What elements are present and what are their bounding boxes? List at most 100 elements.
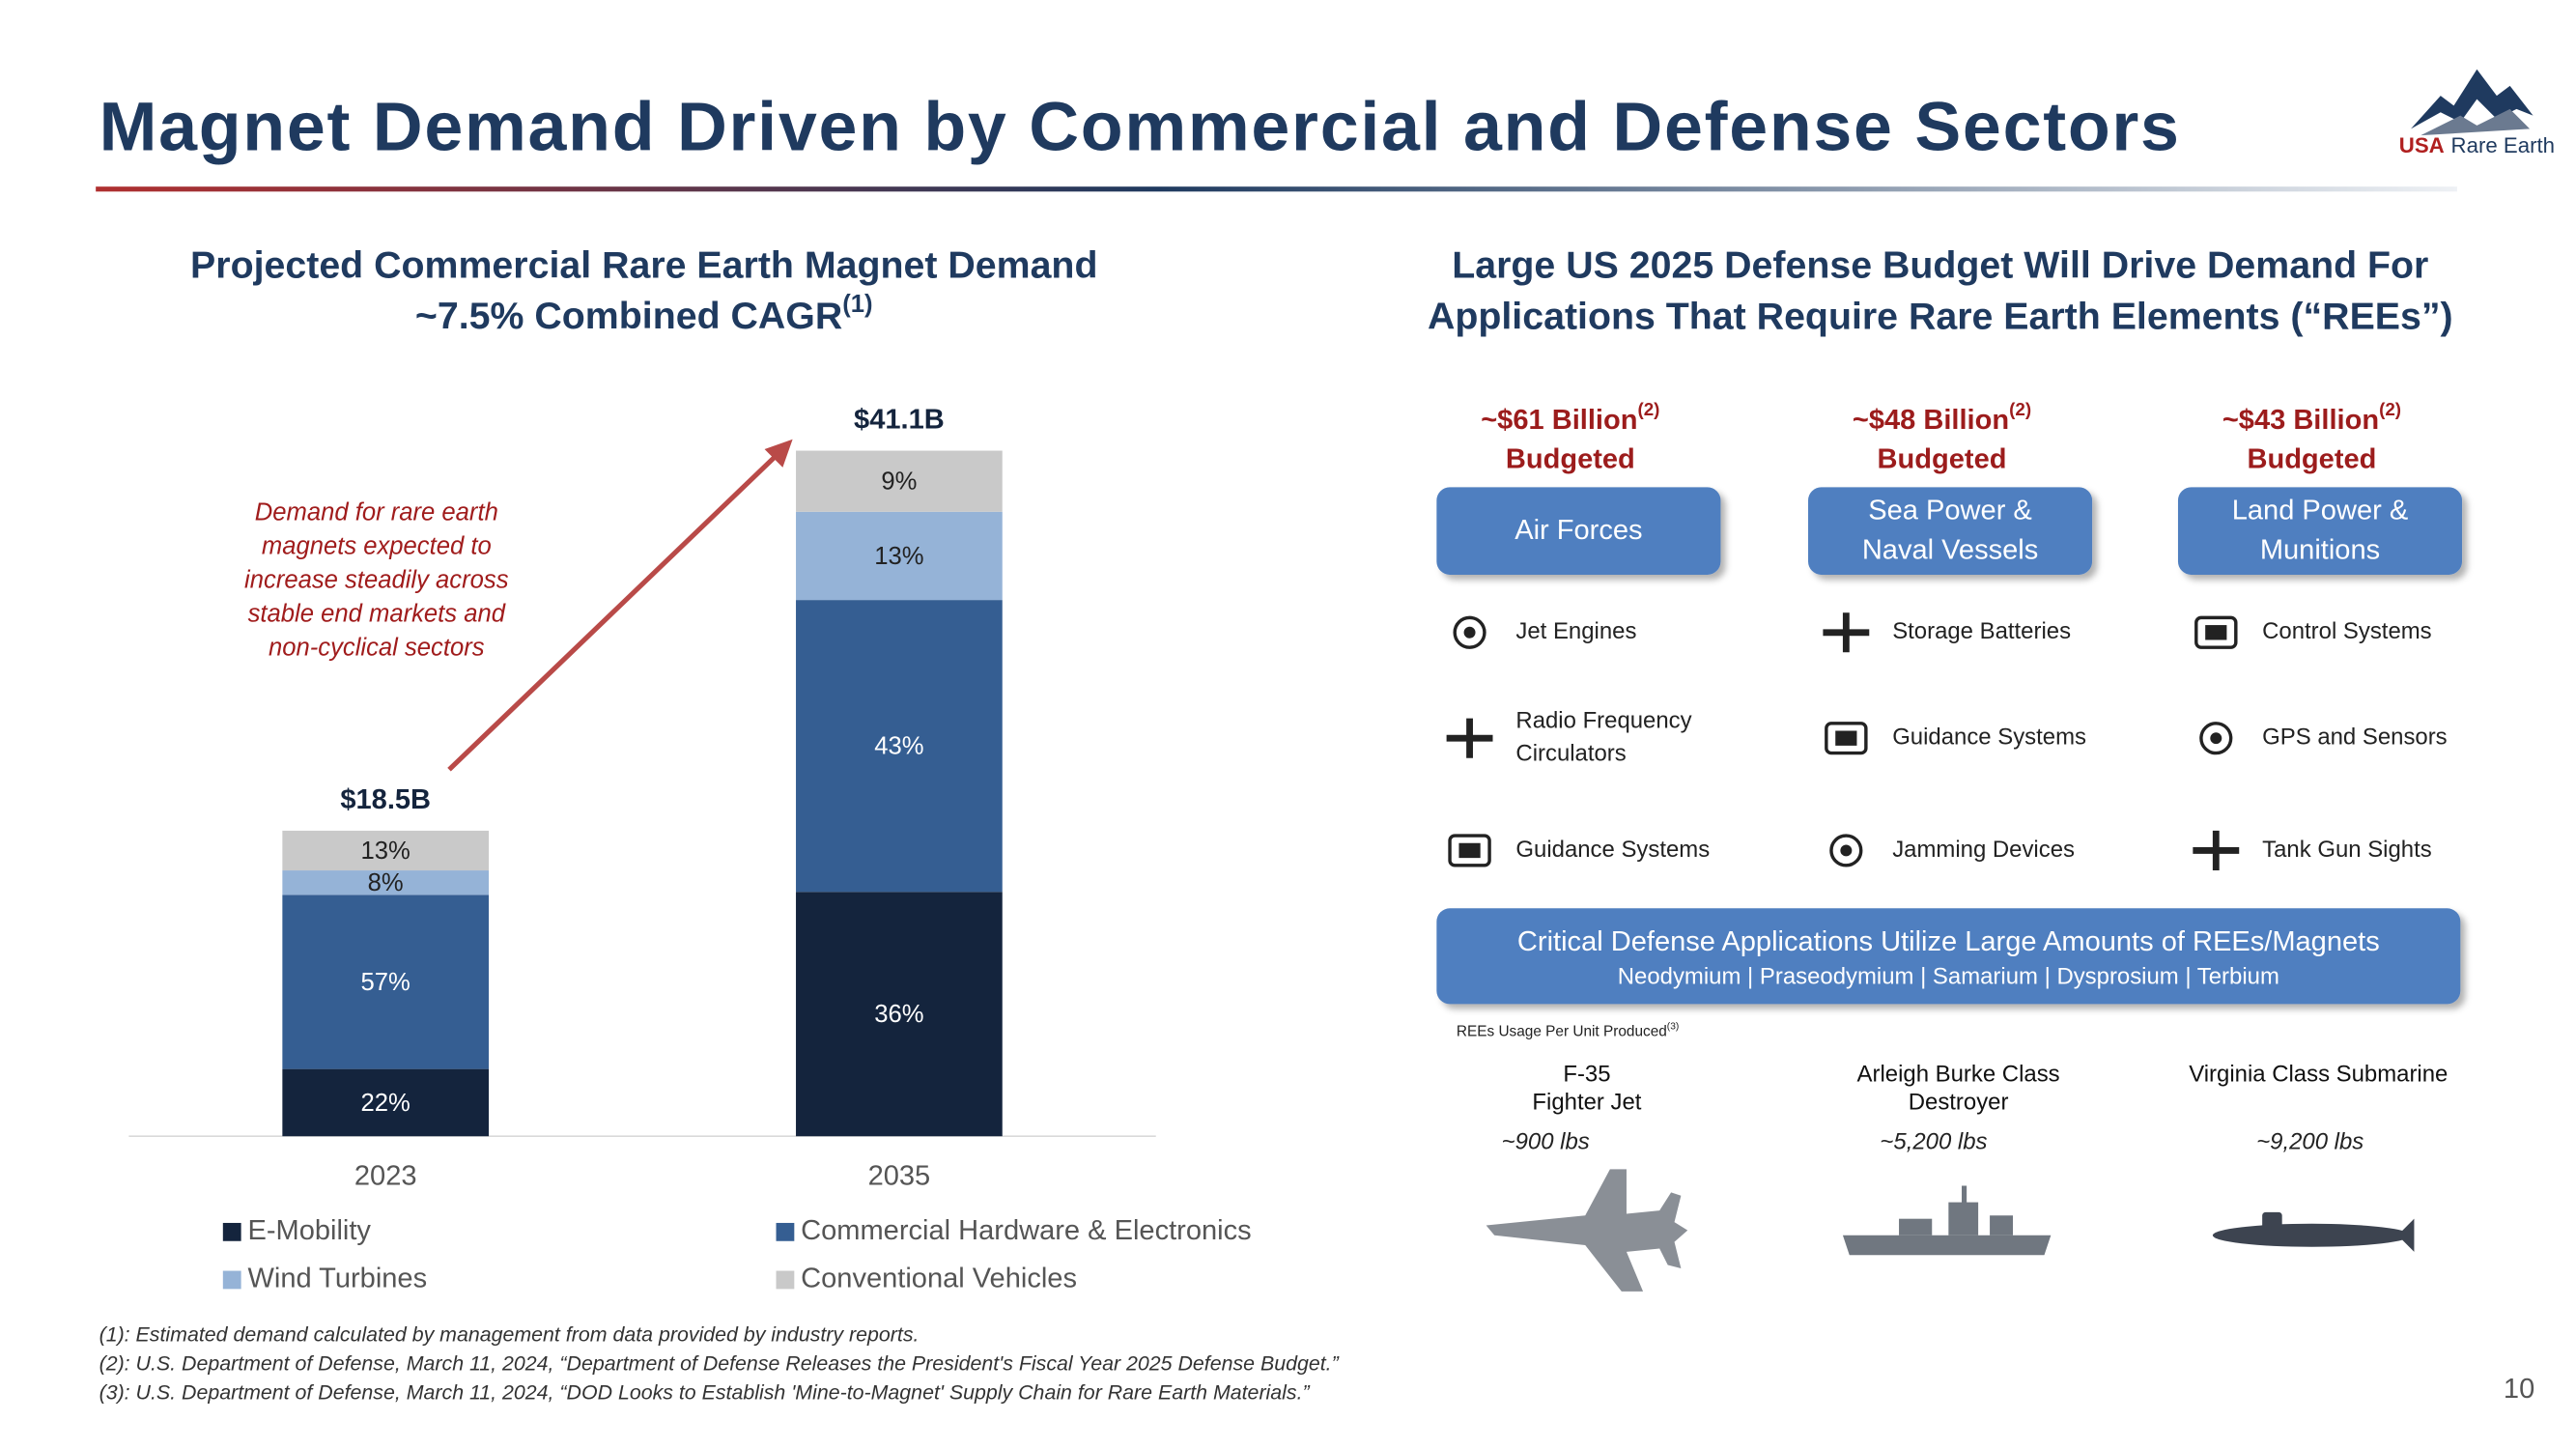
chart-subtitle-main: ~7.5% Combined CAGR	[415, 295, 842, 337]
logo-mark	[2411, 69, 2534, 136]
icon-part	[2193, 830, 2240, 870]
budget-sup: (2)	[2379, 399, 2401, 419]
budget-sub: Budgeted	[1878, 444, 2007, 475]
application-item: Jamming Devices	[1892, 837, 2075, 863]
bar-segment	[796, 600, 1003, 893]
sector-label: Air Forces	[1514, 515, 1642, 546]
bar-segment	[282, 895, 490, 1069]
icon-part	[1835, 730, 1857, 746]
bar-segment	[282, 870, 490, 895]
icon-part	[1446, 718, 1493, 758]
budget-sub: Budgeted	[1506, 444, 1635, 475]
budget: ~$48 Billion(2)	[1853, 399, 2031, 435]
item-icon	[1829, 834, 1863, 867]
segment-label: 13%	[874, 543, 923, 570]
sector-label: Munitions	[2260, 535, 2380, 566]
defense-title: Applications That Require Rare Earth Ele…	[1428, 295, 2453, 337]
sector-box	[1436, 487, 1721, 575]
item-icon	[2194, 615, 2238, 649]
icon-part	[1463, 626, 1476, 639]
usage-label-main: REEs Usage Per Unit Produced	[1457, 1024, 1667, 1040]
usage-label-sup: (3)	[1667, 1022, 1680, 1033]
application-item: Circulators	[1515, 741, 1626, 767]
item-icon	[1448, 834, 1491, 867]
sector-box	[1808, 487, 2093, 575]
bar-segment	[796, 511, 1003, 601]
sector-label: Sea Power &	[1868, 496, 2032, 526]
application-item: Control Systems	[2262, 618, 2432, 644]
chart-annotation: stable end markets and	[248, 601, 506, 628]
footnote: (1): Estimated demand calculated by mana…	[99, 1323, 920, 1347]
logo-rare-earth: Rare Earth	[2451, 133, 2555, 157]
usage-label: REEs Usage Per Unit Produced(3)	[1457, 1022, 1679, 1040]
platform-name: Arleigh Burke Class	[1857, 1061, 2060, 1087]
icon-part	[1448, 834, 1491, 867]
legend-swatch	[776, 1222, 795, 1241]
bar-segment	[282, 1068, 490, 1137]
item-icon	[2199, 722, 2233, 755]
critical-sub: Neodymium | Praseodymium | Samarium | Dy…	[1618, 963, 2279, 989]
logo-text: USA Rare Earth	[2399, 133, 2555, 157]
segment-label: 9%	[881, 469, 917, 496]
icon-part	[1840, 844, 1853, 857]
icon-part	[2199, 722, 2233, 755]
icon-part	[2205, 625, 2227, 640]
segment-label: 22%	[361, 1090, 410, 1117]
item-icon	[2193, 830, 2240, 870]
application-item: Jet Engines	[1515, 618, 1636, 644]
chart-annotation: non-cyclical sectors	[269, 635, 485, 662]
platform-amount: ~9,200 lbs	[2256, 1128, 2364, 1154]
legend-label: Wind Turbines	[247, 1264, 427, 1294]
legend-swatch	[222, 1270, 241, 1290]
platform-name: Destroyer	[1909, 1089, 2009, 1115]
footnote: (3): U.S. Department of Defense, March 1…	[99, 1381, 1311, 1405]
icon-part	[1458, 842, 1481, 859]
item-icon	[1823, 612, 1870, 653]
budget: ~$61 Billion(2)	[1481, 399, 1659, 435]
platform-amount: ~900 lbs	[1502, 1128, 1590, 1154]
critical-box	[1436, 908, 2461, 1005]
platform-name: F-35	[1563, 1061, 1610, 1087]
segment-label: 43%	[874, 733, 923, 760]
legend-label: E-Mobility	[247, 1215, 371, 1246]
submarine-image	[2212, 1211, 2415, 1252]
bar-segment	[282, 830, 490, 871]
budget-main: ~$61 Billion	[1481, 405, 1637, 436]
chart-subtitle: ~7.5% Combined CAGR(1)	[415, 291, 873, 338]
chart-annotation: Demand for rare earth	[255, 498, 498, 526]
budget-main: ~$43 Billion	[2222, 405, 2379, 436]
chart-annotation: magnets expected to	[262, 532, 492, 559]
application-item: Storage Batteries	[1892, 618, 2071, 644]
icon-part	[1823, 612, 1870, 653]
legend-swatch	[776, 1270, 795, 1290]
segment-label: 13%	[361, 838, 410, 865]
icon-part	[1825, 722, 1868, 755]
bar-segment	[796, 892, 1003, 1137]
application-item: Tank Gun Sights	[2262, 837, 2432, 863]
platform-name: Fighter Jet	[1532, 1089, 1641, 1115]
sector-label: Land Power &	[2232, 496, 2408, 526]
icon-part	[2210, 732, 2222, 745]
budget: ~$43 Billion(2)	[2222, 399, 2401, 435]
bar-segment	[796, 450, 1003, 512]
item-icon	[1453, 615, 1486, 649]
critical-title: Critical Defense Applications Utilize La…	[1517, 926, 2380, 957]
x-tick-label: 2023	[354, 1161, 417, 1192]
legend-label: Conventional Vehicles	[801, 1264, 1077, 1294]
chart-title: Projected Commercial Rare Earth Magnet D…	[190, 243, 1097, 286]
sector-label: Naval Vessels	[1862, 535, 2038, 566]
application-item: Radio Frequency	[1515, 707, 1691, 733]
slide-title: Magnet Demand Driven by Commercial and D…	[99, 89, 2181, 166]
budget-sub: Budgeted	[2247, 444, 2376, 475]
segment-label: 36%	[874, 1001, 923, 1028]
platform-name: Virginia Class Submarine	[2189, 1061, 2448, 1087]
item-icon	[1825, 722, 1868, 755]
budget-sup: (2)	[1637, 399, 1659, 419]
application-item: Guidance Systems	[1892, 724, 2086, 751]
title-rule	[96, 186, 2457, 192]
budget-main: ~$48 Billion	[1853, 405, 2009, 436]
budget-sup: (2)	[2009, 399, 2031, 419]
legend-swatch	[222, 1222, 241, 1241]
